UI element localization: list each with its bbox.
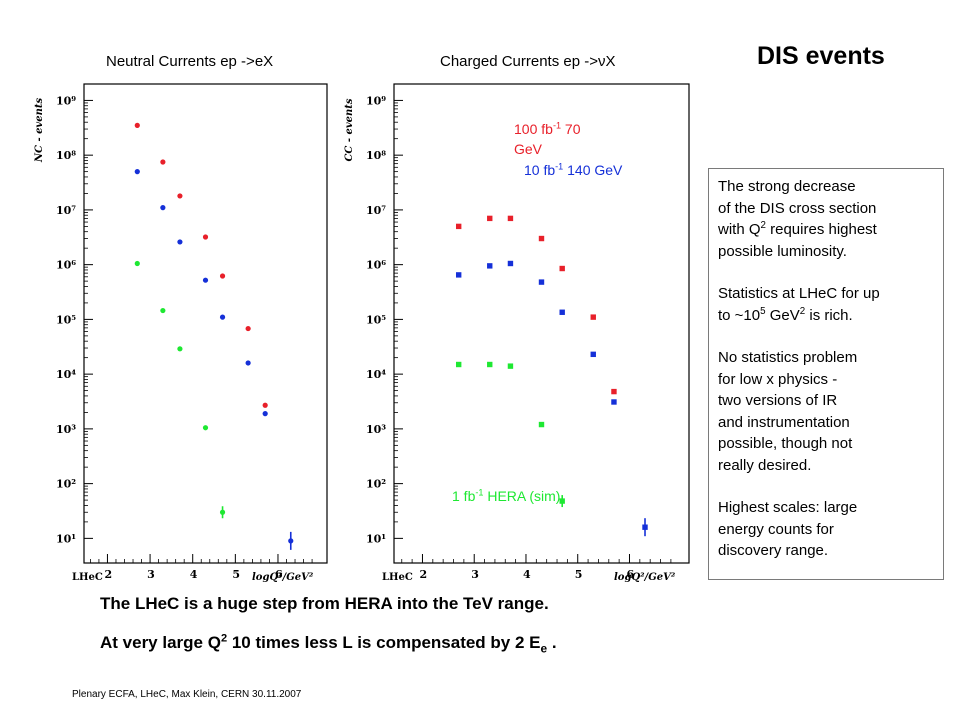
cc-point-red (455, 223, 462, 230)
cc-x-tick-label: 6 (626, 568, 634, 581)
cc-plot-frame (393, 83, 690, 564)
notes-paragraph-4: Highest scales: large energy counts for … (718, 499, 858, 559)
nc-point-blue (177, 239, 183, 245)
notes-paragraph-2: Statistics at LHeC for up to ~105 GeV2 i… (718, 285, 880, 324)
nc-x-tick-label: 4 (190, 568, 198, 581)
nc-point-blue (219, 314, 226, 320)
bottom-statement-2: At very large Q2 10 times less L is comp… (100, 632, 557, 656)
cc-x-axis-label: logQ²/GeV² (614, 572, 676, 583)
nc-y-tick-label: 10³ (56, 423, 76, 436)
cc-brand-label: LHeC (382, 572, 413, 583)
nc-point-blue (160, 205, 166, 211)
nc-brand-label: LHeC (72, 572, 103, 583)
nc-x-tick-label: 3 (147, 568, 155, 581)
cc-y-tick-label: 10¹ (366, 532, 386, 545)
nc-x-tick-label: 5 (232, 568, 240, 581)
cc-point-red (590, 314, 596, 320)
notes-paragraph-1: The strong decrease of the DIS cross sec… (718, 178, 877, 260)
footer-credit: Plenary ECFA, LHeC, Max Klein, CERN 30.1… (72, 689, 302, 700)
cc-y-tick-label: 10² (366, 478, 386, 491)
nc-point-green (160, 307, 166, 314)
nc-point-red (245, 325, 251, 332)
cc-y-axis-label: CC - events (344, 98, 355, 161)
cc-y-tick-label: 10⁶ (366, 259, 386, 272)
cc-y-tick-label: 10⁷ (366, 204, 386, 217)
nc-point-blue (202, 277, 209, 283)
notes-box: The strong decrease of the DIS cross sec… (708, 168, 944, 580)
nc-point-green (177, 346, 183, 352)
nc-y-tick-label: 10² (56, 478, 76, 491)
nc-x-tick-label: 2 (104, 568, 112, 581)
nc-x-axis-label: logQ²/GeV² (252, 572, 314, 583)
cc-y-tick-label: 10⁴ (366, 368, 386, 381)
cc-point-blue (507, 260, 514, 267)
cc-y-tick-label: 10³ (366, 423, 386, 436)
nc-point-red (262, 402, 268, 408)
nc-y-tick-label: 10⁷ (56, 204, 76, 217)
cc-point-red (538, 235, 545, 242)
nc-x-tick-label: 6 (275, 568, 283, 581)
notes-paragraph-3: No statistics problem for low x physics … (718, 349, 858, 474)
cc-point-blue (538, 279, 545, 285)
nc-chart: 10¹ 10² 10³ 10⁴ 10⁵ 10⁶ 10⁷ 10⁸ 10⁹ 2 3 4 5 6 NC - e… (34, 83, 328, 583)
cc-point-blue (487, 263, 493, 269)
nc-point-red (219, 273, 226, 279)
cc-point-green (487, 361, 493, 368)
cc-point-red (487, 215, 493, 222)
cc-x-tick-label: 5 (575, 568, 583, 581)
nc-y-tick-label: 10⁹ (56, 94, 76, 107)
cc-point-blue (590, 351, 596, 358)
nc-plot-frame (83, 83, 328, 564)
cc-y-tick-label: 10⁸ (366, 149, 386, 162)
nc-y-tick-label: 10⁸ (56, 149, 76, 162)
cc-point-green (507, 363, 514, 369)
nc-y-tick-label: 10¹ (56, 532, 76, 545)
cc-point-red (559, 265, 565, 272)
cc-x-tick-label: 4 (523, 568, 531, 581)
cc-point-red (507, 215, 514, 222)
cc-x-tick-label: 3 (471, 568, 479, 581)
series-label-green: 1 fb-1 HERA (sim) (452, 487, 561, 504)
nc-point-red (134, 122, 140, 128)
cc-point-blue (559, 309, 565, 315)
nc-y-tick-label: 10⁶ (56, 259, 76, 272)
cc-point-blue (611, 399, 617, 405)
cc-point-red (611, 388, 617, 395)
nc-point-blue (262, 411, 268, 417)
nc-point-green (202, 425, 209, 431)
cc-point-blue (455, 272, 462, 278)
nc-point-blue (134, 169, 140, 175)
slide-title: DIS events (757, 42, 885, 70)
series-label-red: 100 fb-1 70 GeV (514, 120, 581, 157)
bottom-statement-1: The LHeC is a huge step from HERA into t… (100, 594, 549, 613)
cc-point-green (455, 361, 462, 368)
cc-panel-title: Charged Currents ep ->νX (440, 53, 616, 70)
nc-y-axis-label: NC - events (34, 98, 45, 164)
cc-point-green (538, 421, 545, 428)
series-label-blue: 10 fb-1 140 GeV (524, 161, 623, 178)
nc-point-green (134, 260, 140, 267)
nc-y-tick-label: 10⁴ (56, 368, 76, 381)
cc-y-tick-label: 10⁹ (366, 94, 386, 107)
nc-y-tick-label: 10⁵ (56, 313, 76, 326)
nc-point-red (177, 193, 183, 199)
cc-chart: 10¹ 10² 10³ 10⁴ 10⁵ 10⁶ 10⁷ 10⁸ 10⁹ 2 3 4 5 6 CC - e… (344, 83, 690, 583)
cc-x-tick-label: 2 (419, 568, 427, 581)
nc-point-blue (245, 360, 251, 366)
cc-y-tick-label: 10⁵ (366, 313, 386, 326)
nc-panel-title: Neutral Currents ep ->eX (106, 53, 274, 70)
nc-point-red (202, 234, 209, 240)
nc-point-red (160, 159, 166, 165)
